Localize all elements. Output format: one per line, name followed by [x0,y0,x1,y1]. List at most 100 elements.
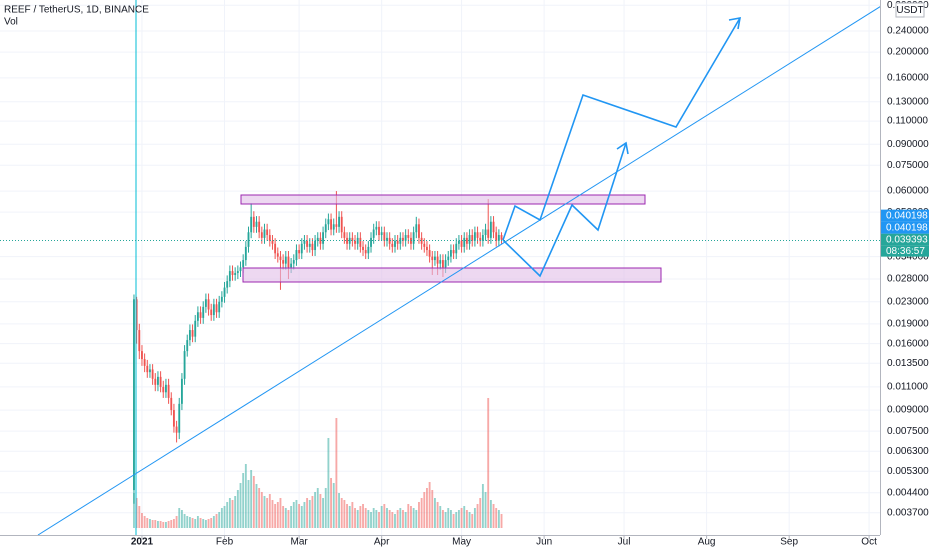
volume-bar [489,500,492,528]
volume-label: Vol [4,17,18,28]
volume-bar [473,508,476,528]
volume-bar [300,506,303,528]
candle-body [383,232,386,241]
volume-bar [449,510,452,528]
candle-body [348,237,351,244]
y-tick-label: 0.007500 [887,426,929,437]
candle-body [487,229,490,238]
volume-bar [367,510,370,528]
candle-body [463,237,466,247]
candle-body [372,229,375,238]
y-tick-label: 0.110000 [887,116,928,127]
candle-body [473,232,476,241]
candle-body [420,237,423,244]
volume-bar [154,520,157,528]
y-tick-label: 0.034000 [887,251,929,262]
volume-bar [258,488,261,528]
candle-body [340,216,343,233]
volume-bar [343,500,346,528]
candle-body [282,260,285,264]
volume-bar [236,490,239,528]
y-tick-label: 0.003700 [887,507,929,518]
volume-bar [330,478,332,528]
volume-bar [388,510,391,528]
candle-body [234,273,237,276]
volume-bar [292,502,295,528]
volume-bar [172,519,175,528]
candle-body [247,232,250,247]
candle-body [332,224,335,230]
volume-bar [375,510,378,528]
y-tick-label: 0.023000 [887,296,929,307]
candle-body [370,237,372,247]
candle-body [276,253,279,257]
volume-bar [434,498,436,528]
volume-bar [479,498,482,528]
candle-body [380,232,383,236]
candle-body [441,260,444,268]
candle-body [434,256,436,261]
volume-bar [423,492,426,528]
candle-body [215,304,218,313]
currency-label: USDT [896,5,923,16]
volume-bar [471,514,474,528]
volume-bar [271,500,274,528]
volume-bar [218,512,221,528]
candle-body [386,237,388,241]
candle-body [178,403,181,433]
x-tick-label: Mar [290,537,308,548]
candle-body [423,243,426,247]
candle-body [284,256,287,264]
x-tick-label: Jun [536,537,552,548]
drawings [0,0,880,535]
candle-body [316,237,319,241]
candle-body [351,237,354,241]
volume-bar [404,512,407,528]
candle-body [391,243,394,247]
candle-body [295,250,298,261]
volume-bar [175,516,178,528]
volume-bar [260,492,263,528]
candle-body [436,256,439,264]
candle-body [157,376,159,385]
volume-bar [370,512,372,528]
x-tick-label: May [452,537,471,548]
volume-bar [141,513,143,528]
volume-bar [476,504,479,528]
candle-body [204,299,207,307]
y-tick-label: 0.240000 [887,26,929,37]
volume-bar [244,464,247,528]
candle-body [165,384,167,393]
candle-body [255,221,258,227]
candle-body [418,224,420,238]
x-tick-label: Sep [780,537,798,548]
y-tick-label: 0.005300 [887,466,929,477]
y-tick-label: 0.019000 [887,318,929,329]
volume-bar [436,502,439,528]
candle-body [191,330,194,337]
volume-bar [383,504,386,528]
candle-body [149,369,151,373]
volume-bar [316,488,319,528]
candle-body [242,260,245,268]
volume-bar [452,514,455,528]
y-tick-label: 0.004400 [887,487,929,498]
countdown-badge [881,245,929,257]
candle-body [338,216,340,227]
volume-bar [180,510,183,528]
price-badge-label: 0.039393 [886,234,928,245]
volume-bar [356,510,359,528]
candle-body [135,299,138,331]
volume-bar [338,493,340,528]
candle-body [143,359,146,366]
candle-body [415,224,418,233]
arrow-head [616,141,629,155]
volume-bar [159,521,162,528]
candle-body [303,240,306,244]
candle-body [141,351,143,360]
price-badge-label: 0.040198 [886,210,928,221]
volume-bar [279,498,282,528]
volume-bar [268,494,271,528]
volume-bar [298,504,301,528]
candle-body [154,378,157,385]
